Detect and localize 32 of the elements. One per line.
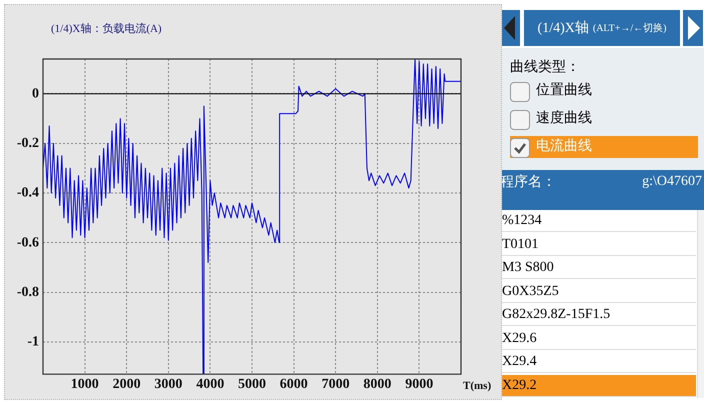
text: G82x29.8Z-15F1.5: [500, 304, 696, 326]
y-tick-label: -1: [27, 334, 39, 350]
y-tick-label: -0.4: [16, 186, 39, 201]
text: (1/4)X轴: [538, 20, 589, 37]
text: M3 S800: [500, 257, 696, 279]
x-tick-label: 2000: [112, 377, 141, 392]
text: G0X35Z5: [500, 280, 696, 302]
text: (ALT+→/←切换): [592, 22, 666, 35]
text: 速度曲线: [536, 109, 592, 127]
y-tick-label: -0.8: [16, 284, 39, 300]
text: 曲线类型：: [510, 58, 580, 76]
y-tick-label: -0.2: [16, 136, 39, 151]
text: X29.2: [500, 374, 696, 396]
text: g:\O47607: [641, 173, 702, 190]
x-tick-label: 7000: [322, 377, 350, 392]
x-tick-label: 3000: [154, 377, 182, 392]
y-tick-label: 0: [32, 86, 39, 102]
x-tick-label: 1000: [70, 377, 99, 392]
text: 位置曲线: [536, 81, 592, 99]
x-tick-label: 6000: [280, 377, 308, 392]
x-axis-title: T(ms): [463, 380, 492, 392]
y-tick-label: -0.6: [16, 235, 39, 250]
text: T0101: [500, 234, 696, 256]
text: %1234: [500, 210, 696, 232]
text: X29.6: [500, 328, 696, 350]
x-tick-label: 5000: [238, 377, 266, 392]
x-tick-label: 4000: [196, 377, 224, 392]
text: X29.4: [500, 351, 696, 373]
chart-title: (1/4)X轴：负载电流(A): [51, 22, 162, 35]
x-tick-label: 8000: [363, 377, 392, 392]
x-tick-label: 9000: [405, 377, 434, 392]
text: 电流曲线: [536, 137, 592, 155]
